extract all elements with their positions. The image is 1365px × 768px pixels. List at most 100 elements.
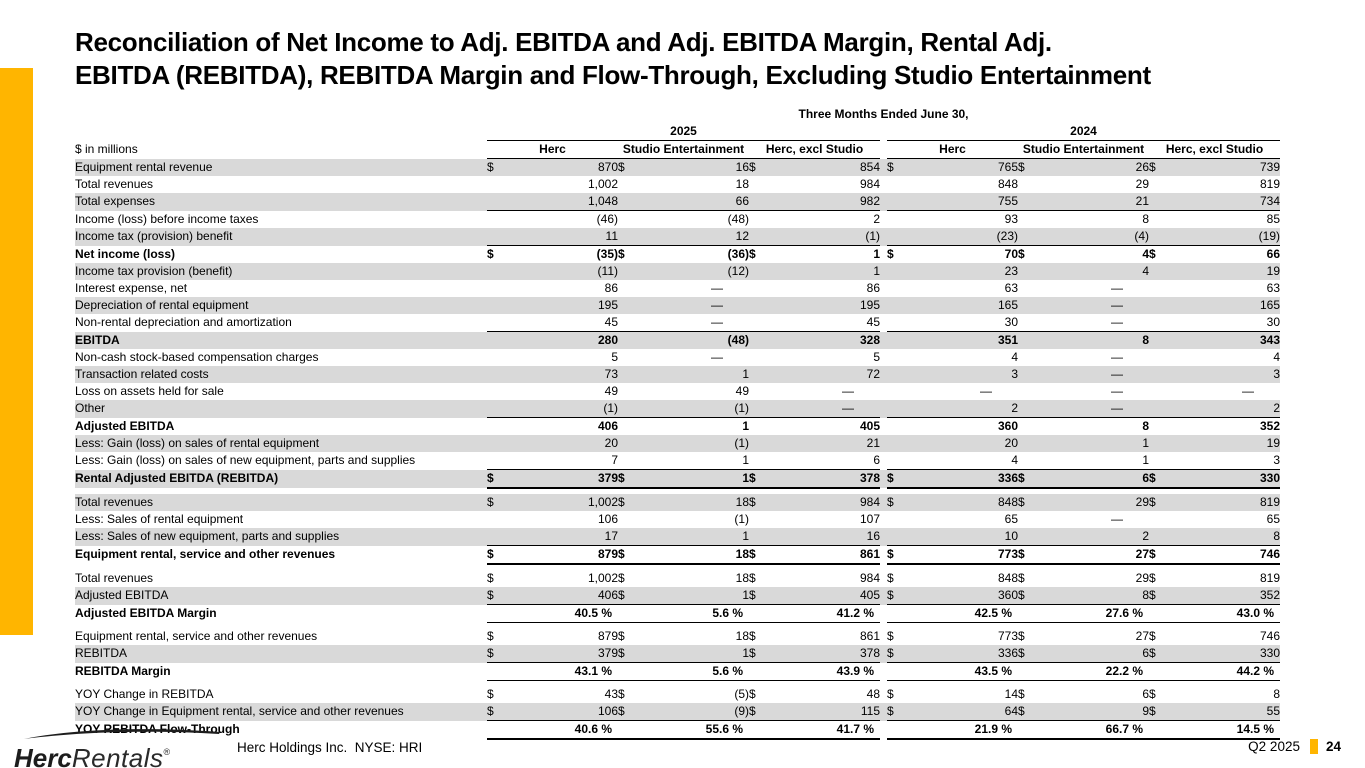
currency-cell <box>1149 662 1175 681</box>
value-cell: (1) <box>644 400 749 418</box>
value-cell: (11) <box>597 264 618 278</box>
currency-cell <box>1149 280 1175 297</box>
value-cell: 18 <box>644 545 749 565</box>
value-cell: 2 <box>1044 528 1149 546</box>
currency-cell: $ <box>487 545 513 565</box>
value-cell: 65 <box>1266 512 1281 526</box>
currency-cell <box>887 720 913 740</box>
currency-cell <box>1018 400 1044 418</box>
units-label: $ in millions <box>75 142 138 156</box>
value-cell: 5.6 % <box>644 662 749 681</box>
value-cell: 746 <box>1175 545 1281 565</box>
currency-cell: $ <box>1149 469 1175 489</box>
value-cell: (48) <box>727 333 749 347</box>
currency-cell <box>618 228 644 246</box>
group-gap-cell <box>880 332 887 350</box>
table-row: Other (1) (1) — 2 — 2 <box>75 400 1281 418</box>
value-cell: 1 <box>644 587 749 605</box>
section-gap <box>75 622 1281 628</box>
table-row: YOY REBITDA Flow-Through 40.6 % 55.6 % 41.7… <box>75 720 1281 740</box>
value-cell: 360 <box>913 587 1018 605</box>
value-cell: 26 <box>1135 160 1149 174</box>
value-cell: 3 <box>1011 367 1018 381</box>
value-cell: 7 <box>513 452 618 470</box>
currency-cell <box>1018 297 1044 314</box>
row-label: Non-cash stock-based compensation charge… <box>75 350 319 364</box>
value-cell: 63 <box>1004 281 1018 295</box>
group-gap-cell <box>880 721 887 740</box>
table-row: YOY Change in REBITDA $43 $ (5) $48 $14 $6 $8 <box>75 686 1280 703</box>
value-cell: — <box>1111 350 1123 364</box>
value-cell: 106 <box>597 512 618 526</box>
currency-cell <box>749 452 775 470</box>
currency-cell <box>487 400 513 418</box>
currency-cell <box>487 280 513 297</box>
value-cell: (1) <box>513 400 618 418</box>
currency-cell <box>749 720 775 740</box>
accent-bar <box>0 68 33 635</box>
currency-cell <box>1018 383 1044 400</box>
currency-cell <box>749 604 775 623</box>
row-label: Interest expense, net <box>75 281 188 295</box>
currency-cell: $ <box>618 495 625 509</box>
currency-cell <box>1149 263 1175 280</box>
value-cell: 66 <box>644 193 749 211</box>
value-cell: 165 <box>997 298 1018 312</box>
currency-cell: $ <box>887 571 894 585</box>
currency-cell <box>487 418 513 436</box>
value-cell: 27 <box>1044 545 1149 565</box>
currency-cell: $ <box>1018 587 1044 605</box>
value-cell: (1) <box>734 436 749 450</box>
value-cell: 55 <box>1175 703 1281 721</box>
value-cell: 27.6 % <box>1044 604 1149 623</box>
row-label: YOY Change in Equipment rental, service … <box>75 704 404 719</box>
currency-cell <box>618 435 644 452</box>
value-cell: 16 <box>735 160 749 174</box>
logo-registered-mark: ® <box>163 747 171 757</box>
currency-cell <box>749 280 775 297</box>
currency-cell <box>1018 280 1044 297</box>
value-cell: 984 <box>859 495 880 509</box>
value-cell: 1 <box>873 247 880 261</box>
value-cell: (1) <box>734 512 749 526</box>
currency-cell <box>887 297 913 314</box>
currency-cell <box>487 366 513 383</box>
page-marker-icon <box>1309 739 1318 754</box>
currency-cell <box>1018 228 1044 246</box>
currency-cell <box>1018 176 1044 193</box>
row-label: Net income (loss) <box>75 246 176 261</box>
row-label: Other <box>75 401 106 416</box>
currency-cell <box>1018 349 1044 366</box>
currency-cell: $ <box>749 571 756 585</box>
currency-cell <box>1018 314 1044 332</box>
currency-cell: $ <box>487 495 494 509</box>
value-cell: 30 <box>913 314 1018 332</box>
currency-cell <box>749 314 775 332</box>
value-cell: 23 <box>1004 264 1018 278</box>
value-cell: 1 <box>1044 452 1149 470</box>
currency-cell: $ <box>618 703 644 721</box>
currency-cell <box>618 418 644 436</box>
value-cell: 848 <box>997 177 1018 191</box>
row-label: Less: Sales of rental equipment <box>75 512 244 526</box>
value-cell: 1 <box>742 419 749 433</box>
value-cell: 819 <box>1259 571 1281 585</box>
currency-cell: $ <box>1018 247 1025 261</box>
group-gap-cell <box>880 528 887 546</box>
value-cell: 18 <box>735 177 749 191</box>
table-row: Non-cash stock-based compensation charge… <box>75 349 1280 366</box>
logo-swoosh-icon <box>24 729 220 739</box>
currency-cell <box>887 662 913 681</box>
currency-cell: $ <box>887 545 913 565</box>
group-gap-cell <box>880 263 887 280</box>
currency-cell <box>749 228 775 246</box>
currency-cell <box>487 228 513 246</box>
table-row: REBITDA $379 $1 $378 $336 $6 $330 <box>75 645 1281 663</box>
col-header-herc-2025: Herc <box>487 140 618 159</box>
currency-cell <box>1018 511 1044 528</box>
col-header-excl-2025: Herc, excl Studio <box>749 140 880 159</box>
currency-cell: $ <box>749 469 775 489</box>
currency-cell <box>1149 176 1175 193</box>
value-cell: 49 <box>604 384 618 398</box>
value-cell: (9) <box>644 703 749 721</box>
